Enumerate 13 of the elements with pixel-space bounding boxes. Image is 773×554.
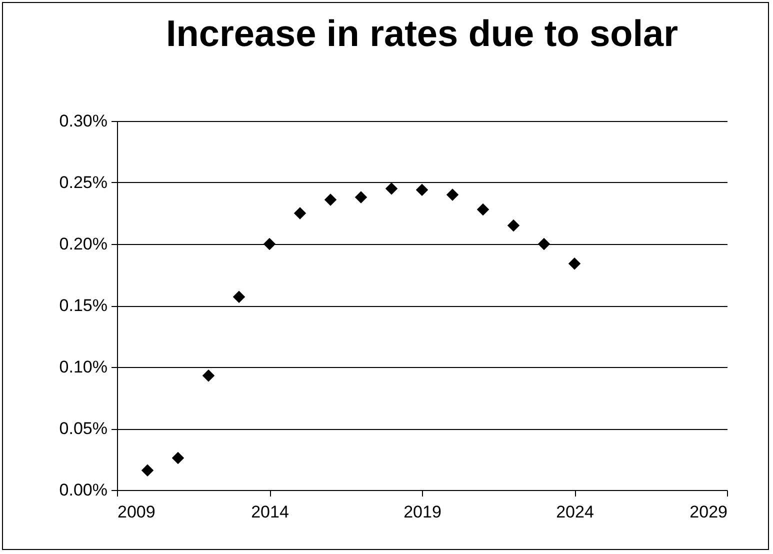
chart-title: Increase in rates due to solar (166, 13, 678, 54)
y-tick-label: 0.00% (59, 480, 108, 500)
x-tick-label: 2009 (118, 502, 156, 522)
y-tick-label: 0.20% (59, 234, 108, 254)
y-tick-label: 0.25% (59, 173, 108, 192)
x-tick-label: 2024 (556, 502, 594, 522)
x-tick-label: 2029 (690, 502, 728, 522)
x-tick-label: 2019 (404, 502, 442, 522)
y-tick-label: 0.30% (59, 112, 108, 130)
x-tick-label: 2014 (251, 502, 289, 522)
y-tick-label: 0.10% (59, 358, 108, 376)
y-tick-label: 0.15% (59, 296, 108, 315)
y-tick-label: 0.05% (59, 419, 108, 438)
